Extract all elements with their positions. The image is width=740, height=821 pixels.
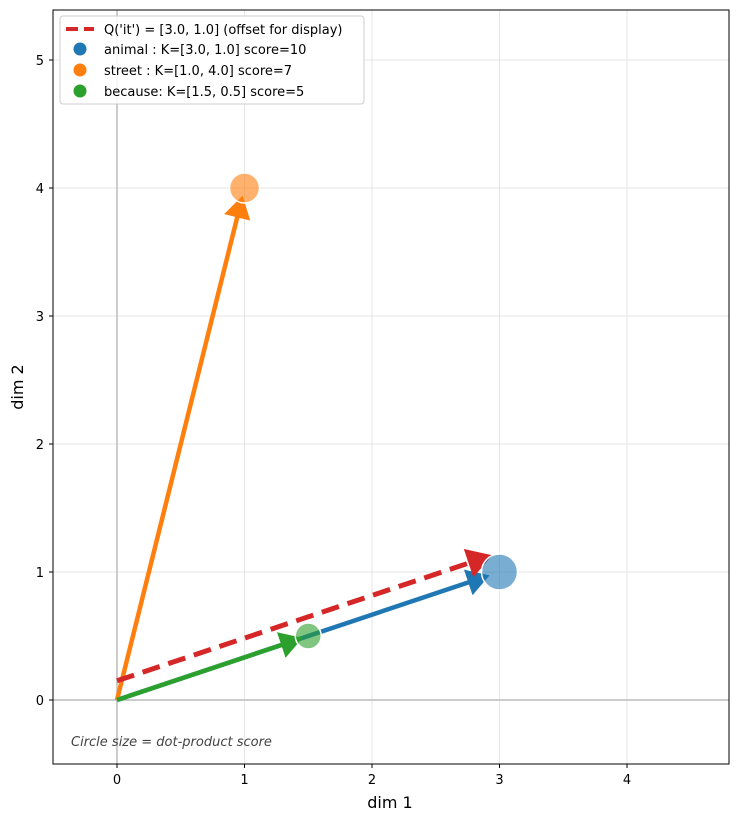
because-vector (116, 632, 303, 703)
zero-axes (53, 10, 729, 764)
y-tick-label: 4 (36, 182, 44, 197)
legend-query: Q('it') = [3.0, 1.0] (offset for display… (104, 23, 343, 38)
legend-street: street : K=[1.0, 4.0] score=7 (104, 64, 292, 79)
x-tick-label: 3 (495, 773, 503, 788)
y-tick-label: 1 (36, 566, 44, 581)
legend-because: because: K=[1.5, 0.5] score=5 (104, 85, 304, 100)
annotation-note: Circle size = dot-product score (71, 735, 272, 750)
gridlines (53, 10, 729, 764)
y-axis-label: dim 2 (8, 364, 27, 409)
animal-score-circle (480, 553, 519, 591)
legend: Q('it') = [3.0, 1.0] (offset for display… (59, 15, 365, 105)
x-tick-label: 4 (623, 773, 631, 788)
score-circles (228, 172, 519, 650)
plot-frame (52, 9, 730, 765)
street-score-circle (228, 172, 261, 204)
query-vector (116, 548, 493, 684)
street-vector (114, 195, 251, 701)
axis-ticks: 0 1 2 3 4 0 1 2 3 4 5 (36, 54, 631, 788)
x-tick-label: 0 (113, 773, 121, 788)
because-score-circle (294, 622, 322, 650)
y-tick-label: 3 (36, 310, 44, 325)
y-tick-label: 0 (36, 694, 44, 709)
y-tick-label: 5 (36, 54, 44, 69)
y-tick-label: 2 (36, 438, 44, 453)
x-axis-label: dim 1 (367, 793, 412, 812)
x-tick-label: 1 (240, 773, 248, 788)
x-tick-label: 2 (368, 773, 376, 788)
legend-animal: animal : K=[3.0, 1.0] score=10 (104, 43, 306, 58)
